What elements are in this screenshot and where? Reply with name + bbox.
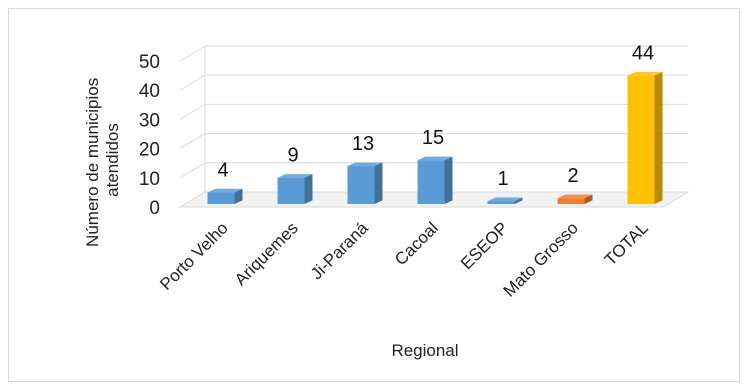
- gridline-side-3: [179, 103, 206, 120]
- y-axis-title: Número de municipios atendidos: [83, 73, 122, 247]
- bar-front: [557, 198, 585, 204]
- data-label: 13: [352, 133, 374, 155]
- gridline-side-2: [179, 133, 206, 150]
- data-label: 9: [287, 145, 298, 167]
- data-label: 1: [497, 168, 508, 190]
- data-label: 15: [422, 127, 444, 149]
- bar: [347, 162, 383, 204]
- bar: [557, 194, 593, 204]
- bar-front: [347, 166, 375, 204]
- bar-top: [487, 197, 523, 202]
- bar-front: [487, 201, 515, 204]
- y-axis-title-line-2: atendidos: [103, 123, 122, 197]
- y-tick-label: 10: [139, 169, 160, 190]
- y-axis-title-line-1: Número de municipios: [83, 78, 102, 247]
- x-tick-label: TOTAL: [601, 218, 652, 269]
- y-tick-label: 40: [139, 81, 160, 102]
- gridline-side-1: [179, 162, 206, 179]
- bar: [207, 188, 243, 204]
- x-axis-ticks: Porto Velho Ariquemes Ji-Paraná Cacoal ESEOP…: [156, 218, 652, 301]
- bar-side: [654, 71, 663, 204]
- bar-front: [277, 177, 305, 204]
- bar-side: [304, 174, 313, 204]
- bar-side: [514, 197, 523, 204]
- bar: [417, 156, 453, 204]
- x-tick-label: Ji-Paraná: [307, 218, 372, 283]
- y-tick-label: 50: [139, 52, 160, 73]
- bar: [277, 174, 313, 204]
- y-tick-label: 0: [149, 198, 160, 219]
- bar-top: [277, 174, 313, 178]
- gridline-side-4: [179, 74, 206, 91]
- data-labels: 4 9 13 15 1 2 44: [217, 43, 654, 191]
- bar-top: [207, 188, 243, 193]
- bar-front: [207, 192, 235, 204]
- data-label: 44: [632, 43, 654, 65]
- x-tick-label: Ariquemes: [231, 218, 302, 289]
- bar-top: [347, 162, 383, 167]
- bar-front: [627, 75, 655, 205]
- data-label: 2: [567, 165, 578, 187]
- bar-side: [584, 194, 593, 204]
- bar-top: [627, 71, 663, 76]
- data-label: 4: [217, 159, 228, 181]
- bar-side: [444, 156, 453, 204]
- bar-top: [557, 194, 593, 199]
- bar: [627, 71, 663, 205]
- x-tick-label: ESEOP: [457, 218, 512, 273]
- x-tick-label: Cacoal: [391, 218, 442, 269]
- bar-side: [234, 188, 243, 204]
- bar-side: [374, 162, 383, 204]
- y-tick-label: 20: [139, 140, 160, 161]
- x-axis-title: Regional: [391, 341, 458, 360]
- x-tick-label: Porto Velho: [156, 218, 232, 294]
- gridline-side-5: [179, 45, 206, 62]
- bar: [487, 197, 523, 204]
- bar-top: [417, 156, 453, 161]
- bars: [207, 71, 663, 205]
- x-tick-label: Mato Grosso: [500, 218, 582, 300]
- bar-front: [417, 160, 445, 204]
- y-tick-label: 30: [139, 110, 160, 131]
- y-axis-ticks: 0 10 20 30 40 50: [139, 52, 160, 219]
